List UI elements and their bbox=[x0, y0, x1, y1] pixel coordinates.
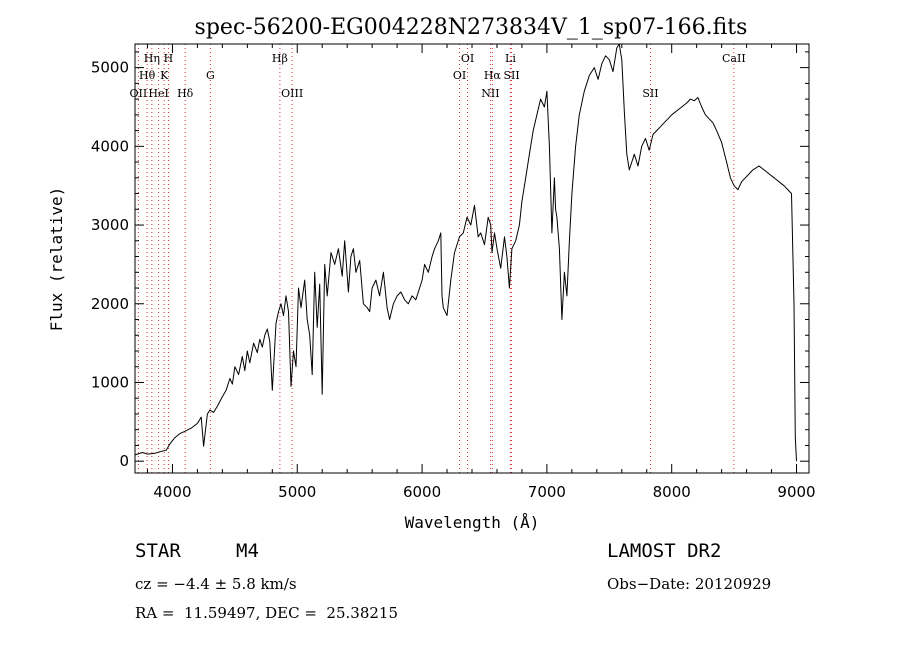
x-tick-label: 7000 bbox=[528, 483, 566, 501]
redshift-cz: cz = −4.4 ± 5.8 km/s bbox=[135, 575, 297, 593]
x-tick-label: 9000 bbox=[777, 483, 815, 501]
object-subclass: M4 bbox=[236, 540, 259, 562]
spectral-line-label: OI bbox=[453, 69, 466, 82]
spectral-line-label: G bbox=[206, 69, 215, 82]
coordinates: RA = 11.59497, DEC = 25.38215 bbox=[135, 604, 399, 622]
y-tick-label: 0 bbox=[119, 452, 129, 470]
x-tick-label: 8000 bbox=[653, 483, 691, 501]
x-axis-ticks: 4000 5000 6000 7000 8000 9000 bbox=[146, 44, 816, 501]
spectral-line-label: SII bbox=[503, 69, 519, 82]
spectral-line-label: Li bbox=[505, 52, 516, 65]
plot-frame bbox=[134, 43, 810, 474]
spectral-line-label: H bbox=[164, 52, 174, 65]
spectral-line-label: HeI bbox=[148, 87, 168, 100]
spectral-line-label: OI bbox=[461, 52, 474, 65]
x-axis-label: Wavelength (Å) bbox=[405, 513, 540, 532]
spectral-line-label: SII bbox=[642, 87, 658, 100]
spectral-line-label: Hθ bbox=[139, 69, 156, 82]
spectral-line-label: K bbox=[160, 69, 169, 82]
spectral-line-label: OII bbox=[130, 87, 148, 100]
spectral-line-label: OIII bbox=[281, 87, 303, 100]
y-tick-label: 4000 bbox=[91, 137, 129, 155]
spectral-line-label: Hα bbox=[484, 69, 502, 82]
spectrum-line bbox=[134, 43, 797, 462]
y-tick-label: 2000 bbox=[91, 295, 129, 313]
spectral-line-label: Hδ bbox=[177, 87, 194, 100]
y-axis-label: Flux (relative) bbox=[47, 187, 66, 332]
x-tick-label: 5000 bbox=[278, 483, 316, 501]
y-axis-ticks: 0 1000 2000 3000 4000 5000 bbox=[91, 51, 809, 470]
observation-date: Obs−Date: 20120929 bbox=[607, 575, 772, 593]
object-class: STAR bbox=[135, 540, 181, 562]
chart-title: spec-56200-EG004228N273834V_1_sp07-166.f… bbox=[195, 15, 748, 40]
spectral-line-label: NII bbox=[481, 87, 499, 100]
y-tick-label: 5000 bbox=[91, 59, 129, 77]
spectral-line-label: Hβ bbox=[272, 52, 288, 65]
y-tick-label: 3000 bbox=[91, 216, 129, 234]
y-tick-label: 1000 bbox=[91, 373, 129, 391]
x-tick-label: 4000 bbox=[153, 483, 191, 501]
spectral-line-label: Hη bbox=[144, 52, 160, 65]
survey-name: LAMOST DR2 bbox=[607, 540, 722, 562]
x-tick-label: 6000 bbox=[403, 483, 441, 501]
spectral-line-markers bbox=[137, 44, 735, 473]
spectral-line-label: CaII bbox=[722, 52, 746, 65]
